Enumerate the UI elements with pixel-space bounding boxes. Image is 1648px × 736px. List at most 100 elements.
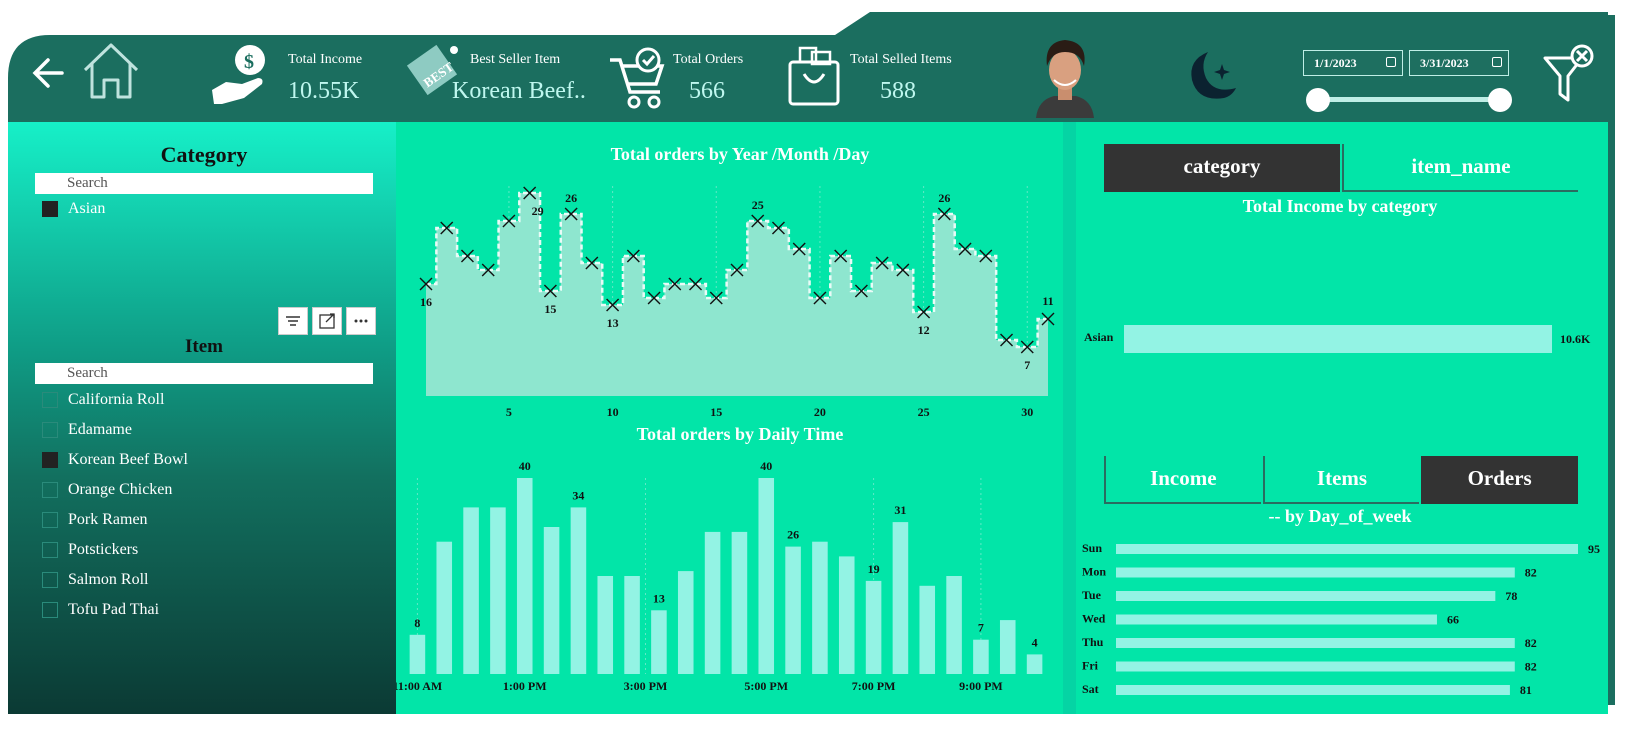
bar-value-label: 66 bbox=[1447, 613, 1459, 627]
bar[interactable] bbox=[999, 620, 1016, 674]
data-point[interactable] bbox=[564, 207, 578, 221]
bar[interactable] bbox=[624, 576, 640, 674]
bar[interactable] bbox=[490, 507, 506, 674]
home-button[interactable] bbox=[80, 40, 142, 102]
shopping-bag-icon bbox=[786, 44, 842, 108]
date-range-slider[interactable] bbox=[1306, 88, 1512, 114]
checkbox[interactable] bbox=[42, 602, 58, 618]
data-point[interactable] bbox=[460, 249, 474, 263]
bar[interactable] bbox=[1116, 591, 1496, 601]
data-point[interactable] bbox=[543, 284, 557, 298]
bar[interactable] bbox=[677, 571, 694, 674]
bar[interactable] bbox=[597, 576, 614, 674]
data-point[interactable] bbox=[937, 207, 951, 221]
bar[interactable] bbox=[838, 556, 855, 674]
data-point[interactable] bbox=[440, 221, 454, 235]
bar[interactable] bbox=[1116, 638, 1515, 648]
bar[interactable] bbox=[1116, 685, 1510, 695]
focus-mode-button[interactable] bbox=[312, 307, 342, 335]
bar[interactable] bbox=[785, 546, 801, 674]
checkbox[interactable] bbox=[42, 422, 58, 438]
bar[interactable] bbox=[1116, 661, 1515, 672]
bar[interactable] bbox=[1116, 544, 1578, 554]
date-end-input[interactable]: 3/31/2023 bbox=[1409, 50, 1509, 76]
slider-handle-end[interactable] bbox=[1488, 88, 1512, 112]
data-point[interactable] bbox=[771, 221, 785, 235]
data-point[interactable] bbox=[1000, 333, 1014, 347]
checkbox[interactable] bbox=[42, 482, 58, 498]
item-search-input[interactable]: Search bbox=[35, 363, 373, 384]
checkbox[interactable] bbox=[42, 201, 58, 217]
category-search-input[interactable]: Search bbox=[35, 173, 373, 194]
bar[interactable] bbox=[865, 580, 882, 674]
filter-button[interactable] bbox=[278, 307, 308, 335]
data-point[interactable] bbox=[792, 242, 806, 256]
data-point[interactable] bbox=[730, 263, 744, 277]
slider-handle-start[interactable] bbox=[1306, 88, 1330, 112]
bar[interactable] bbox=[1124, 325, 1552, 353]
bar-value-label: 95 bbox=[1588, 542, 1600, 556]
data-point[interactable] bbox=[647, 291, 661, 305]
bar-label: 8 bbox=[414, 616, 420, 630]
bar[interactable] bbox=[463, 507, 479, 674]
data-point[interactable] bbox=[606, 298, 620, 312]
data-point[interactable] bbox=[958, 242, 972, 256]
data-point[interactable] bbox=[689, 277, 703, 291]
bar[interactable] bbox=[1116, 567, 1515, 578]
date-start-input[interactable]: 1/1/2023 bbox=[1303, 50, 1403, 76]
data-point[interactable] bbox=[523, 186, 537, 200]
clear-filters-button[interactable] bbox=[1542, 44, 1596, 104]
tab-item-name[interactable]: item_name bbox=[1342, 144, 1578, 192]
bar[interactable] bbox=[892, 522, 909, 674]
bar[interactable] bbox=[570, 507, 587, 674]
more-options-button[interactable] bbox=[346, 307, 376, 335]
data-point[interactable] bbox=[585, 256, 599, 270]
data-point[interactable] bbox=[1041, 312, 1055, 326]
data-point[interactable] bbox=[979, 249, 993, 263]
data-point[interactable] bbox=[834, 249, 848, 263]
bar[interactable] bbox=[731, 531, 748, 674]
tab-category[interactable]: category bbox=[1104, 144, 1340, 192]
bar[interactable] bbox=[758, 478, 775, 674]
data-point[interactable] bbox=[813, 291, 827, 305]
checkbox[interactable] bbox=[42, 392, 58, 408]
data-point[interactable] bbox=[481, 263, 495, 277]
bar[interactable] bbox=[516, 478, 533, 674]
bar[interactable] bbox=[651, 610, 667, 674]
tab-items[interactable]: Items bbox=[1262, 456, 1420, 504]
bar[interactable] bbox=[1116, 614, 1437, 625]
bar[interactable] bbox=[543, 527, 560, 674]
bar[interactable] bbox=[946, 576, 962, 674]
checkbox[interactable] bbox=[42, 512, 58, 528]
item-filter-label: California Roll bbox=[68, 391, 165, 408]
bar[interactable] bbox=[919, 585, 936, 674]
bar[interactable] bbox=[1026, 654, 1043, 674]
data-point[interactable] bbox=[668, 277, 682, 291]
tab-income[interactable]: Income bbox=[1104, 456, 1261, 504]
back-button[interactable] bbox=[30, 53, 70, 93]
theme-toggle-button[interactable] bbox=[1184, 48, 1238, 104]
bar-label: 19 bbox=[868, 562, 880, 576]
bar[interactable] bbox=[409, 634, 426, 674]
by-day-of-week-title: -- by Day_of_week bbox=[1268, 506, 1412, 526]
data-point[interactable] bbox=[875, 256, 889, 270]
data-point[interactable] bbox=[709, 291, 723, 305]
bar[interactable] bbox=[812, 541, 828, 674]
data-point[interactable] bbox=[751, 214, 765, 228]
data-point[interactable] bbox=[419, 277, 433, 291]
data-point[interactable] bbox=[896, 263, 910, 277]
checkbox[interactable] bbox=[42, 572, 58, 588]
bar-label: 4 bbox=[1032, 635, 1038, 649]
data-point[interactable] bbox=[854, 284, 868, 298]
bar[interactable] bbox=[973, 639, 989, 674]
bar[interactable] bbox=[436, 541, 453, 674]
checkbox[interactable] bbox=[42, 542, 58, 558]
data-point[interactable] bbox=[917, 305, 931, 319]
data-point[interactable] bbox=[626, 249, 640, 263]
data-point[interactable] bbox=[1020, 340, 1034, 354]
checkbox[interactable] bbox=[42, 452, 58, 468]
bar[interactable] bbox=[704, 531, 721, 674]
bar-label: 40 bbox=[760, 459, 772, 473]
tab-orders[interactable]: Orders bbox=[1421, 456, 1578, 504]
data-point[interactable] bbox=[502, 214, 516, 228]
